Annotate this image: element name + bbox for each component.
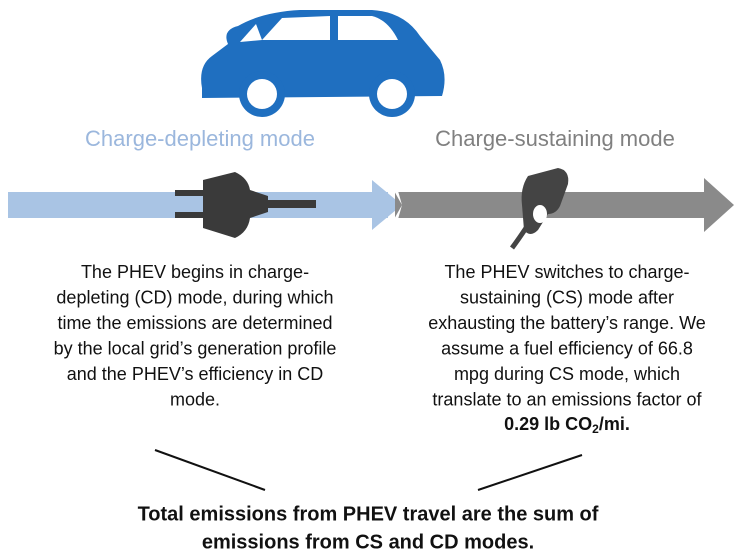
connector-left	[154, 449, 266, 491]
text-line: depleting (CD) mode, during which	[56, 287, 333, 307]
conclusion: Total emissions from PHEV travel are the…	[138, 503, 599, 553]
plug-icon	[175, 172, 316, 238]
cd-heading: Charge-depleting mode	[85, 126, 315, 151]
cs-description: The PHEV switches to charge-sustaining (…	[428, 262, 706, 410]
emission-factor: 0.29 lb CO2/mi.	[504, 414, 630, 436]
cs-heading: Charge-sustaining mode	[435, 126, 675, 151]
text-line: sustaining (CS) mode after	[460, 287, 674, 307]
fuel-nozzle-icon	[509, 168, 569, 250]
text-line: by the local grid’s generation profile	[54, 338, 337, 358]
text-line: time the emissions are determined	[57, 313, 332, 333]
text-line: exhausting the battery’s range. We	[428, 313, 706, 333]
timeline-arrow	[8, 178, 734, 232]
text-line: The PHEV begins in charge-	[81, 262, 309, 282]
car-icon	[201, 10, 445, 117]
text-line: The PHEV switches to charge-	[444, 262, 689, 282]
text-line: mode.	[170, 389, 220, 409]
emission-factor-text: 0.29 lb CO	[504, 414, 592, 434]
cd-description: The PHEV begins in charge-depleting (CD)…	[54, 262, 337, 410]
text-line: translate to an emissions factor of	[432, 389, 702, 409]
text-line: Total emissions from PHEV travel are the…	[138, 503, 599, 525]
connector-right	[477, 454, 583, 491]
text-line: emissions from CS and CD modes.	[202, 531, 534, 553]
emission-factor-subscript: 2	[592, 422, 599, 436]
text-line: assume a fuel efficiency of 66.8	[441, 338, 693, 358]
text-line: mpg during CS mode, which	[454, 364, 680, 384]
emission-factor-suffix: /mi.	[599, 414, 630, 434]
text-line: and the PHEV’s efficiency in CD	[67, 364, 323, 384]
